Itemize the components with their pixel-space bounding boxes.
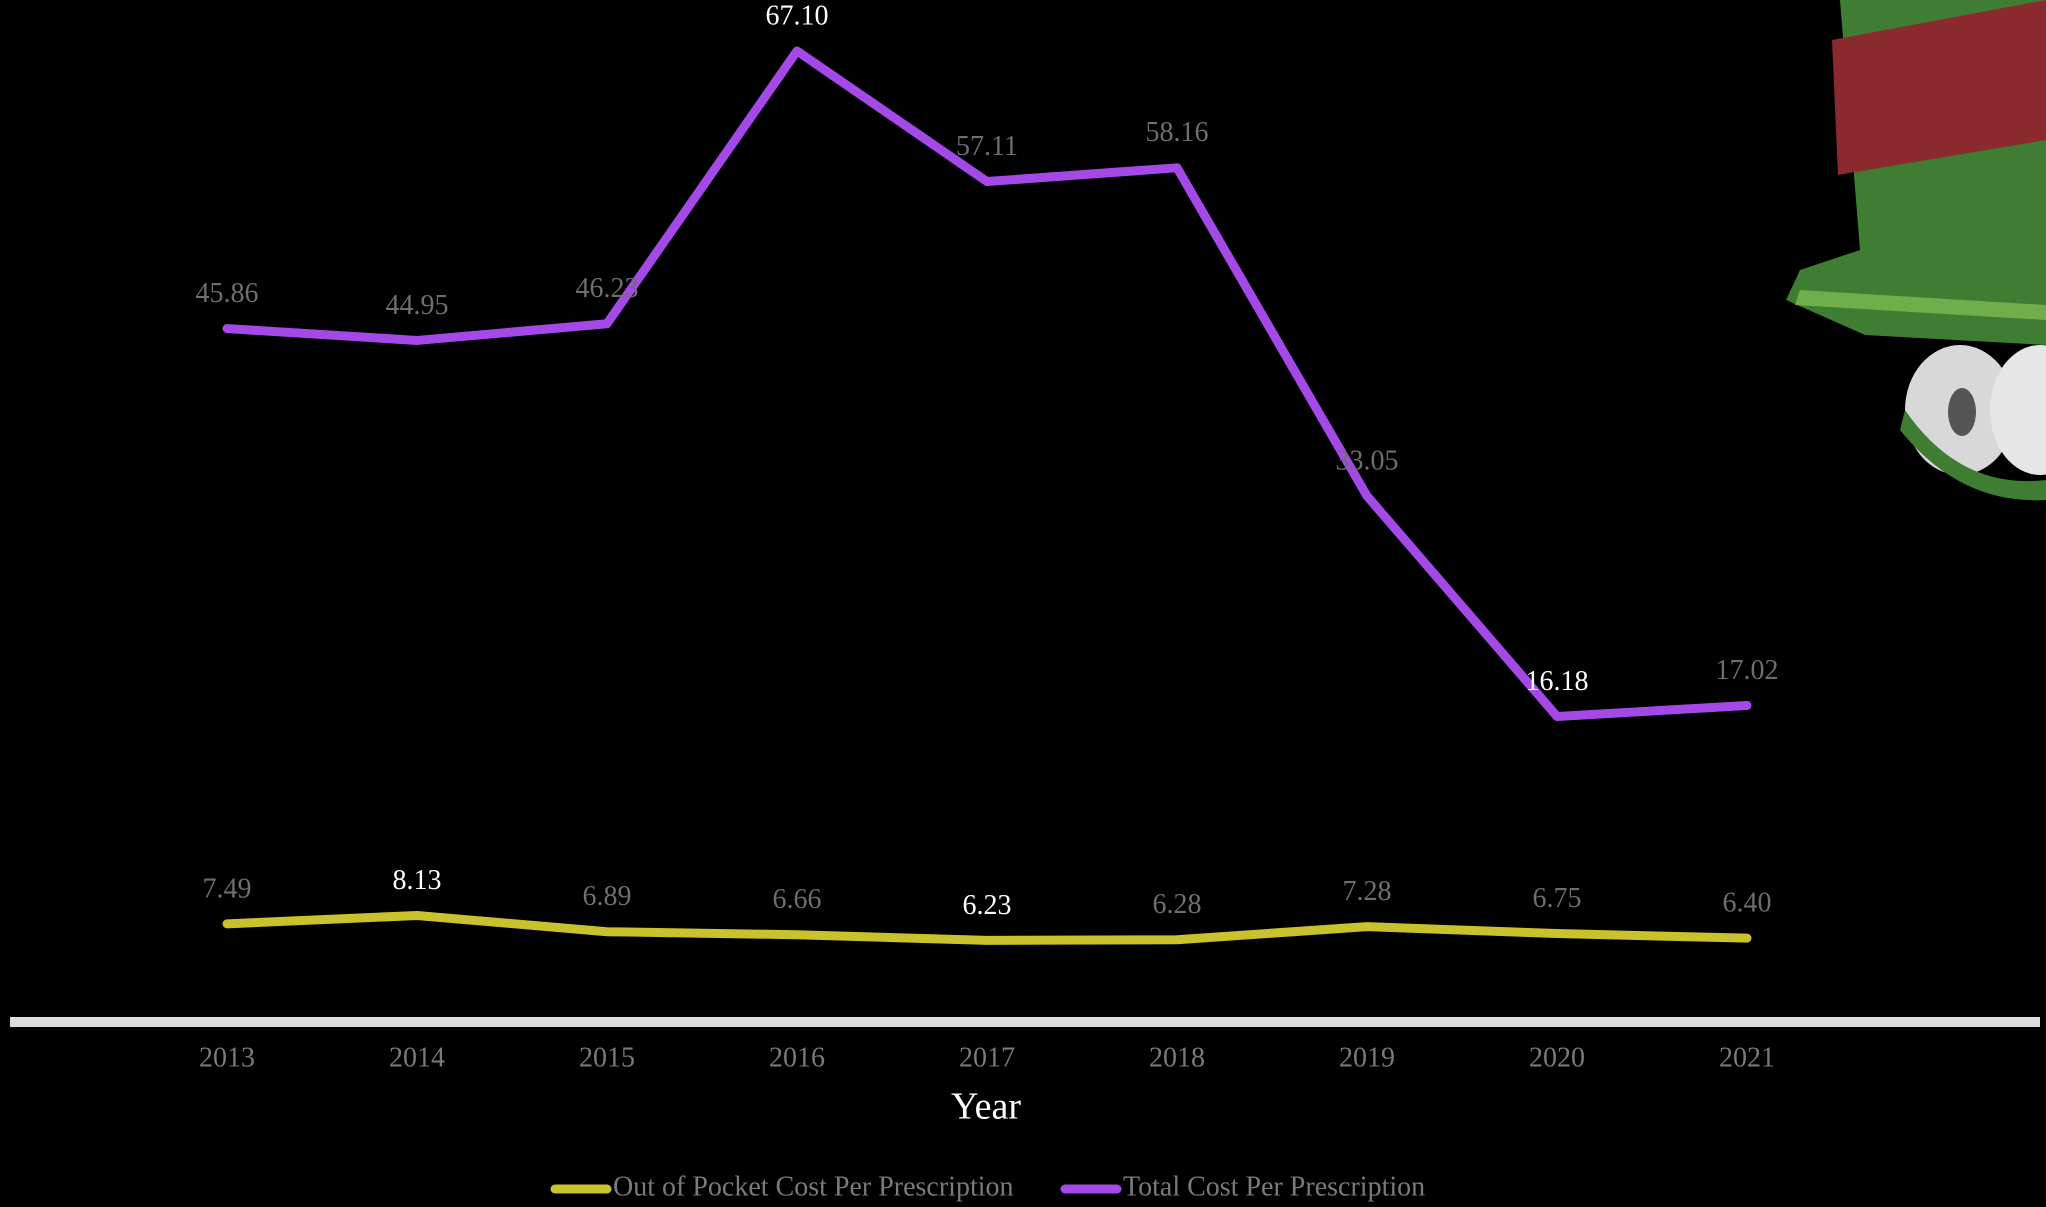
data-label: 7.49	[203, 873, 252, 904]
x-tick-label: 2018	[1149, 1042, 1205, 1073]
series-line	[222, 46, 1752, 721]
x-tick-label: 2013	[199, 1042, 255, 1073]
x-tick-label: 2014	[389, 1042, 445, 1073]
data-label: 6.66	[773, 884, 822, 915]
data-label: 6.23	[963, 890, 1012, 921]
x-tick-label: 2017	[959, 1042, 1015, 1073]
x-tick-label: 2020	[1529, 1042, 1585, 1073]
data-label: 44.95	[386, 290, 449, 321]
x-tick-label: 2019	[1339, 1042, 1395, 1073]
legend-label: Total Cost Per Prescription	[1123, 1171, 1425, 1202]
data-label: 57.11	[956, 131, 1018, 162]
data-label: 6.28	[1153, 889, 1202, 920]
x-axis-title: Year	[951, 1086, 1021, 1128]
data-label: 58.16	[1146, 117, 1209, 148]
data-label: 6.40	[1723, 888, 1772, 919]
data-label: 6.75	[1533, 883, 1582, 914]
data-label: 67.10	[766, 0, 829, 31]
data-label: 7.28	[1343, 876, 1392, 907]
data-label: 8.13	[393, 865, 442, 896]
x-tick-label: 2021	[1719, 1042, 1775, 1073]
data-label: 45.86	[196, 278, 259, 309]
data-label: 16.18	[1526, 666, 1589, 697]
legend-label: Out of Pocket Cost Per Prescription	[613, 1171, 1014, 1202]
data-label: 46.23	[576, 273, 639, 304]
x-tick-label: 2015	[579, 1042, 635, 1073]
series-line	[222, 910, 1752, 945]
data-label: 17.02	[1716, 655, 1779, 686]
data-label: 33.05	[1336, 445, 1399, 476]
decoration	[1786, 0, 2046, 501]
data-label: 6.89	[583, 881, 632, 912]
x-tick-label: 2016	[769, 1042, 825, 1073]
